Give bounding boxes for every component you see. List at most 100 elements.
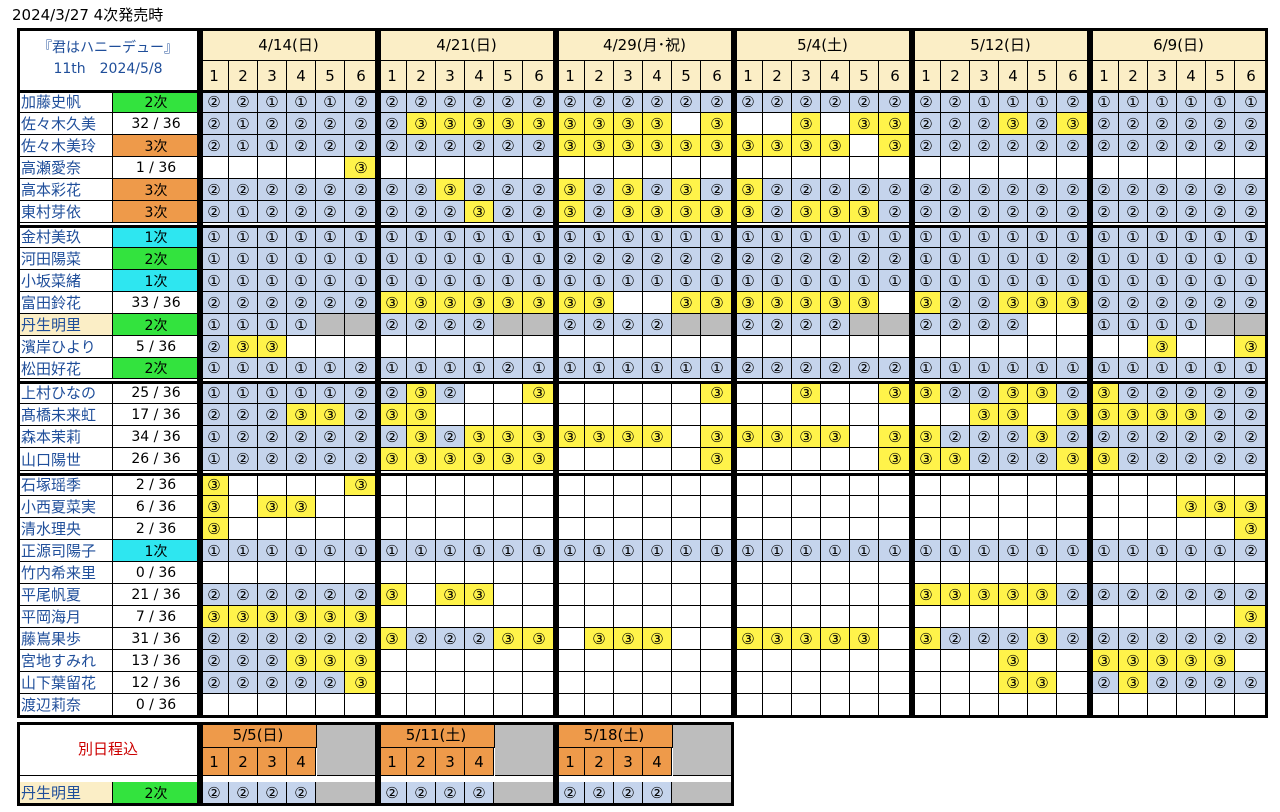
extra-day-blank xyxy=(316,782,378,804)
slot-cell: ② xyxy=(1206,135,1235,157)
slot-cell: ① xyxy=(378,248,407,270)
slot-cell: ① xyxy=(200,248,229,270)
slot-cell xyxy=(850,518,879,540)
part-header: 5 xyxy=(672,61,701,91)
part-header: 2 xyxy=(585,61,614,91)
slot-cell: ③ xyxy=(585,292,614,314)
slot-cell xyxy=(556,474,585,496)
slot-cell xyxy=(879,518,912,540)
slot-cell: ① xyxy=(494,248,523,270)
slot-cell xyxy=(792,694,821,716)
part-header: 6 xyxy=(701,61,734,91)
slot-cell: ② xyxy=(200,201,229,223)
slot-cell xyxy=(792,404,821,426)
slot-cell xyxy=(912,672,941,694)
slot-cell xyxy=(701,314,734,336)
slot-cell xyxy=(792,584,821,606)
slot-cell: ③ xyxy=(850,628,879,650)
slot-cell xyxy=(1206,336,1235,358)
slot-cell: ③ xyxy=(614,135,643,157)
slot-cell: ② xyxy=(345,448,378,471)
slot-cell xyxy=(523,157,556,179)
slot-cell: ③ xyxy=(436,584,465,606)
member-name: 高本彩花 xyxy=(17,179,113,201)
slot-cell xyxy=(407,562,436,584)
slot-cell: ① xyxy=(465,248,494,270)
slot-cell: ② xyxy=(229,672,258,694)
slot-cell xyxy=(378,650,407,672)
slot-cell: ② xyxy=(1057,179,1090,201)
slot-cell: ② xyxy=(1148,179,1177,201)
part-header: 5 xyxy=(316,61,345,91)
slot-cell xyxy=(821,518,850,540)
slot-cell xyxy=(556,672,585,694)
slot-cell xyxy=(734,584,763,606)
slot-cell: ② xyxy=(1119,628,1148,650)
slot-cell xyxy=(879,606,912,628)
slot-cell xyxy=(701,650,734,672)
slot-cell: ② xyxy=(258,628,287,650)
slot-cell xyxy=(1119,562,1148,584)
slot-cell: ① xyxy=(734,540,763,562)
slot-cell xyxy=(556,606,585,628)
slot-cell: ② xyxy=(407,201,436,223)
slot-cell: ② xyxy=(1235,628,1268,650)
slot-cell: ③ xyxy=(1235,518,1268,540)
slot-cell: ③ xyxy=(465,448,494,471)
slot-cell: ② xyxy=(970,448,999,471)
slot-cell: ① xyxy=(436,248,465,270)
slot-cell xyxy=(850,496,879,518)
slot-cell: ① xyxy=(1090,248,1119,270)
slot-cell: ① xyxy=(734,270,763,292)
slot-cell xyxy=(1090,157,1119,179)
slot-cell xyxy=(465,382,494,404)
slot-cell xyxy=(763,157,792,179)
slot-cell: ① xyxy=(1177,270,1206,292)
member-name: 小西夏菜実 xyxy=(17,496,113,518)
slot-cell xyxy=(821,448,850,471)
slot-cell xyxy=(821,113,850,135)
schedule-table: 『君はハニーデュー』 11th 2024/5/8 4/14(日) 1 2 3 4 5 6 4/21… xyxy=(17,28,1268,806)
slot-cell: ③ xyxy=(672,179,701,201)
slot-cell xyxy=(1057,562,1090,584)
slot-cell xyxy=(585,157,614,179)
slot-cell xyxy=(1090,606,1119,628)
slot-cell: ③ xyxy=(494,448,523,471)
slot-cell: ② xyxy=(701,248,734,270)
slot-cell: ① xyxy=(436,270,465,292)
slot-cell xyxy=(1057,157,1090,179)
slot-cell xyxy=(494,672,523,694)
slot-cell: ② xyxy=(941,91,970,113)
slot-cell: ① xyxy=(1206,91,1235,113)
slot-cell: ② xyxy=(1206,584,1235,606)
slot-cell xyxy=(1090,496,1119,518)
slot-cell: ② xyxy=(407,179,436,201)
slot-cell: ② xyxy=(970,628,999,650)
slot-cell xyxy=(850,404,879,426)
slot-cell: ① xyxy=(229,248,258,270)
slot-cell: ③ xyxy=(1028,628,1057,650)
slot-cell xyxy=(763,496,792,518)
day-header: 5/12(日) xyxy=(912,28,1090,61)
slot-cell xyxy=(1119,606,1148,628)
slot-cell: ③ xyxy=(556,179,585,201)
slot-cell xyxy=(821,562,850,584)
member-name: 宮地すみれ xyxy=(17,650,113,672)
slot-cell: ② xyxy=(258,584,287,606)
slot-cell xyxy=(1177,562,1206,584)
slot-cell: ② xyxy=(1119,448,1148,471)
lottery-count: 2 / 36 xyxy=(113,474,200,496)
slot-cell: ② xyxy=(229,584,258,606)
slot-cell: ③ xyxy=(734,292,763,314)
slot-cell: ① xyxy=(200,448,229,471)
slot-cell xyxy=(287,518,316,540)
lottery-count: 5 / 36 xyxy=(113,336,200,358)
slot-cell: ① xyxy=(229,358,258,379)
slot-cell: ③ xyxy=(1206,496,1235,518)
slot-cell: ③ xyxy=(556,292,585,314)
slot-cell: ② xyxy=(821,314,850,336)
slot-cell xyxy=(879,584,912,606)
slot-cell xyxy=(494,157,523,179)
slot-cell: ③ xyxy=(585,113,614,135)
slot-cell: ② xyxy=(792,358,821,379)
